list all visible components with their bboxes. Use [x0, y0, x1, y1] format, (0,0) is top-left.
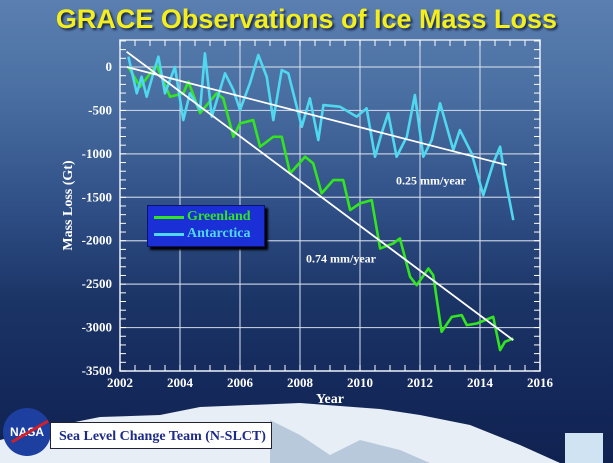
y-tick-label: -500	[88, 102, 112, 117]
y-tick-label: -2000	[82, 233, 112, 248]
y-axis-title: Mass Loss (Gt)	[61, 160, 76, 251]
x-tick-label: 2006	[227, 375, 254, 390]
series-line-greenland	[127, 63, 514, 352]
legend-item-greenland: Greenland	[154, 208, 251, 226]
y-tick-label: -2500	[82, 276, 112, 291]
trend-line-antarctica	[126, 66, 507, 166]
nasa-logo: NASA	[3, 408, 51, 456]
team-label: Sea Level Change Team (N-SLCT)	[50, 422, 272, 449]
x-tick-label: 2004	[167, 375, 194, 390]
x-tick-label: 2008	[287, 375, 314, 390]
slide-title: GRACE Observations of Ice Mass Loss	[55, 4, 558, 34]
legend: Greenland Antarctica	[147, 205, 265, 247]
y-tick-label: 0	[106, 59, 113, 74]
legend-label: Antarctica	[187, 226, 251, 241]
x-tick-label: 2012	[407, 375, 433, 390]
trend-label-greenland: 0.74 mm/year	[306, 251, 377, 265]
y-tick-label: -3000	[82, 320, 112, 335]
y-tick-label: -1000	[82, 146, 112, 161]
series-line-antarctica	[127, 52, 515, 221]
x-tick-label: 2014	[467, 375, 494, 390]
legend-label: Greenland	[187, 209, 251, 224]
x-axis-title: Year	[316, 392, 344, 407]
y-tick-label: -3500	[82, 363, 112, 378]
legend-swatch	[154, 232, 184, 236]
x-tick-label: 2002	[107, 375, 133, 390]
x-tick-label: 2016	[527, 375, 554, 390]
y-tick-label: -1500	[82, 189, 112, 204]
axes	[119, 39, 541, 372]
trend-label-antarctica: 0.25 mm/year	[396, 173, 467, 187]
x-tick-label: 2010	[347, 375, 373, 390]
trend-line-greenland	[126, 50, 514, 341]
legend-item-antarctica: Antarctica	[154, 225, 251, 243]
series-lines: 0.74 mm/year 0.25 mm/year	[126, 50, 515, 352]
legend-swatch	[154, 215, 184, 219]
